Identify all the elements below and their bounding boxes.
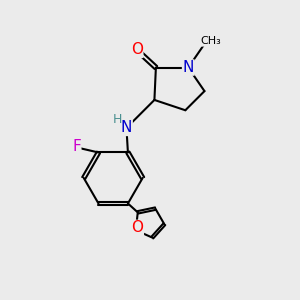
Text: N: N [183, 60, 194, 75]
Text: N: N [121, 120, 132, 135]
Text: H: H [112, 113, 122, 126]
Text: F: F [72, 139, 81, 154]
Text: O: O [131, 220, 143, 236]
Text: O: O [131, 42, 143, 57]
Text: CH₃: CH₃ [200, 36, 221, 46]
